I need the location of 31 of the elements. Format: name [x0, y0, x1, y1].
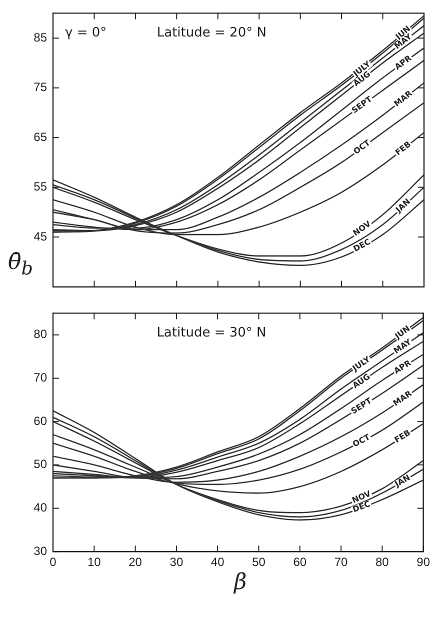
- x-tick-label: 50: [252, 555, 266, 570]
- y-tick-label: 85: [34, 30, 48, 44]
- y-tick-label: 45: [34, 229, 48, 244]
- text: FEB: [392, 428, 412, 445]
- y-tick-label: 80: [34, 327, 48, 342]
- x-tick-label: 40: [210, 555, 225, 570]
- y-tick-label: 50: [34, 457, 48, 472]
- x-tick-label: 70: [334, 555, 348, 570]
- x-tick-label: 10: [87, 555, 102, 570]
- y-tick-label: 70: [34, 370, 48, 385]
- text: OCT: [351, 432, 372, 449]
- text: DEC: [352, 237, 372, 254]
- x-axis-title: β: [234, 570, 247, 595]
- y-tick-label: 55: [34, 180, 48, 194]
- x-tick-label: 0: [50, 555, 57, 570]
- x-tick-label: 90: [416, 555, 430, 570]
- y-tick-label: 40: [34, 500, 48, 515]
- annotation: Latitude = 30° N: [156, 326, 266, 341]
- y-tick-label: 60: [34, 414, 48, 428]
- y-axis-title: θ̄$_{b}$: [8, 250, 33, 280]
- text: APR: [392, 358, 413, 376]
- x-tick-label: 80: [376, 555, 390, 570]
- x-tick-label: 30: [170, 555, 184, 570]
- annotation: γ = 0°: [65, 26, 107, 41]
- text: FEB: [394, 140, 413, 158]
- x-tick-label: 20: [128, 555, 142, 570]
- x-tick-label: 60: [293, 555, 307, 570]
- y-tick-label: 30: [34, 544, 48, 558]
- annotation: Latitude = 20° N: [156, 26, 266, 41]
- y-tick-label: 75: [34, 80, 48, 94]
- y-tick-label: 65: [34, 130, 48, 144]
